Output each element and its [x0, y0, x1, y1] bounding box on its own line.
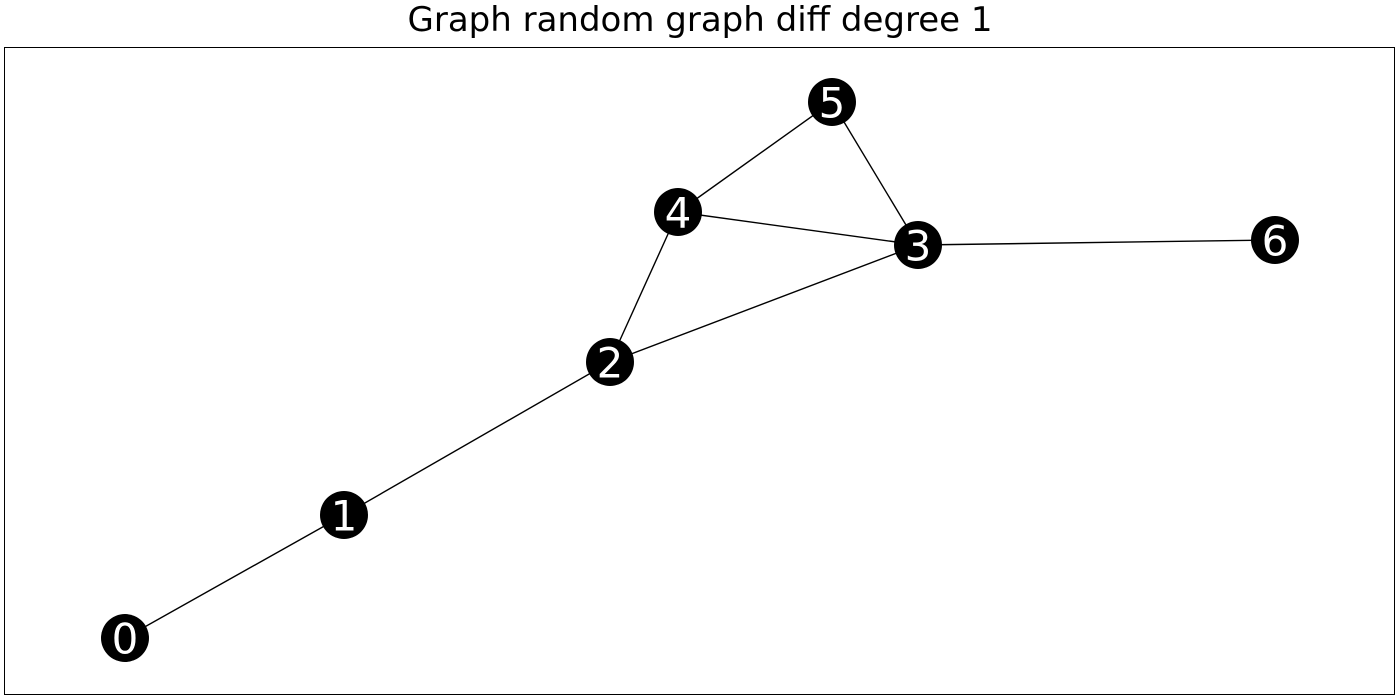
plot-frame — [4, 47, 1395, 695]
edge-5-3 — [831, 101, 919, 246]
node-5: 5 — [808, 78, 856, 128]
node-circle — [320, 491, 368, 539]
edges-layer — [124, 101, 1276, 639]
node-label: 3 — [905, 222, 932, 271]
nodes-layer: 0 1 2 3 4 5 6 — [101, 78, 1299, 664]
node-label: 2 — [597, 339, 624, 388]
page-title: Graph random graph diff degree 1 — [407, 0, 993, 40]
node-circle — [1251, 216, 1299, 264]
node-circle — [654, 188, 702, 236]
node-label: 5 — [819, 79, 846, 128]
edge-4-3 — [677, 211, 919, 246]
node-1: 1 — [320, 491, 368, 541]
node-label: 0 — [112, 615, 139, 664]
node-circle — [586, 338, 634, 386]
node-label: 6 — [1262, 217, 1289, 266]
node-3: 3 — [894, 221, 942, 271]
node-circle — [808, 78, 856, 126]
node-label: 4 — [665, 189, 692, 238]
edge-0-1 — [124, 514, 345, 639]
edge-1-2 — [343, 361, 611, 516]
node-circle — [894, 221, 942, 269]
edge-2-4 — [609, 211, 679, 363]
edge-4-5 — [677, 101, 833, 213]
edge-2-3 — [609, 244, 919, 363]
node-circle — [101, 614, 149, 662]
node-4: 4 — [654, 188, 702, 238]
node-0: 0 — [101, 614, 149, 664]
node-6: 6 — [1251, 216, 1299, 266]
edge-3-6 — [917, 239, 1276, 246]
node-label: 1 — [331, 492, 358, 541]
node-2: 2 — [586, 338, 634, 388]
